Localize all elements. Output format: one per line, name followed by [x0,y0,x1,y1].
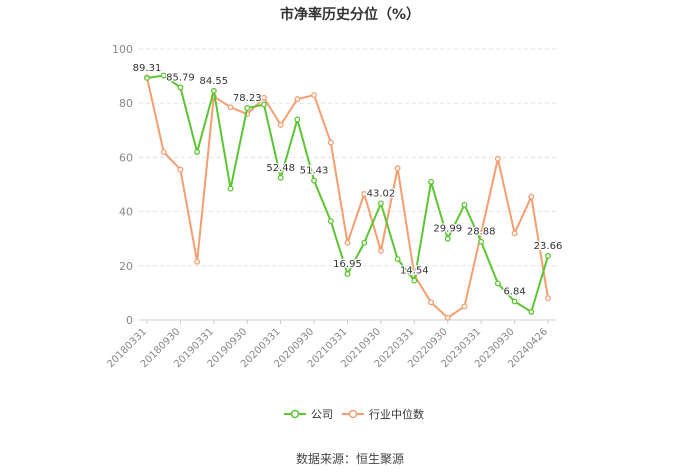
legend-item[interactable]: 行业中位数 [342,407,424,421]
data-label: 84.55 [200,76,229,87]
data-label: 29.99 [433,224,462,235]
data-label: 85.79 [166,73,195,84]
data-label: 43.02 [367,188,396,199]
data-point [444,235,451,242]
legend[interactable]: 公司 行业中位数 [284,407,424,421]
y-tick-label: 60 [119,151,133,164]
data-point [344,271,351,278]
data-point [327,218,334,225]
data-point [411,277,418,284]
data-point [177,84,184,91]
data-point [261,101,267,108]
data-point [545,295,551,302]
series-lines [144,72,551,321]
data-point [210,87,217,94]
data-label: 16.95 [333,259,362,270]
data-point [361,191,368,197]
data-point [261,94,267,101]
axes: 0204060801002018033120180930201903312019… [105,43,556,370]
data-label: 6.84 [503,286,525,297]
data-point [311,177,318,184]
legend-marker [290,409,300,419]
legend-item[interactable]: 公司 [284,408,333,421]
y-tick-label: 20 [119,260,133,273]
data-point [394,256,401,262]
data-point [177,166,184,173]
data-point [428,299,434,306]
source-note: 数据来源：恒生聚源 [295,452,404,466]
data-label: 51.43 [300,166,329,177]
legend-label: 行业中位数 [369,407,424,421]
data-point [478,230,485,237]
data-label: 28.88 [467,227,496,238]
data-point [194,149,201,155]
chart-title: 市净率历史分位（%） [279,7,421,23]
data-point [428,178,434,185]
data-point [160,72,167,79]
y-tick-label: 0 [126,314,133,327]
data-point [144,75,150,81]
data-point [160,149,167,155]
data-point [444,314,451,321]
legend-label: 公司 [311,408,333,421]
data-point [377,247,384,254]
data-label: 23.66 [534,241,563,252]
data-point [361,239,368,246]
data-point [494,280,501,287]
data-point [528,193,535,200]
data-point [461,201,468,208]
data-point [511,230,518,237]
data-point [194,258,201,265]
data-point [227,185,234,192]
data-point [394,165,401,172]
y-tick-label: 80 [119,97,133,110]
y-tick-label: 40 [119,206,133,219]
data-labels: 89.31 85.79 84.55 78.23 52.48 51.43 16.95 43.02… [131,62,563,299]
legend-marker [348,409,358,419]
data-label: 78.23 [233,93,262,104]
data-point [294,96,301,103]
data-point [311,92,318,99]
data-point [461,303,468,310]
data-point [478,238,485,245]
data-point [494,155,501,162]
data-point [377,200,384,207]
data-label: 14.54 [400,266,429,277]
data-point [528,308,535,315]
data-point [327,139,334,146]
data-point [244,105,251,111]
data-point [545,252,551,259]
data-point [277,174,284,181]
data-point [511,298,518,305]
data-label: 89.31 [133,63,162,74]
data-label: 52.48 [266,163,295,174]
data-point [277,121,284,128]
y-tick-label: 100 [112,43,133,56]
data-point [294,116,301,123]
data-point [344,239,351,246]
data-point [227,104,234,111]
